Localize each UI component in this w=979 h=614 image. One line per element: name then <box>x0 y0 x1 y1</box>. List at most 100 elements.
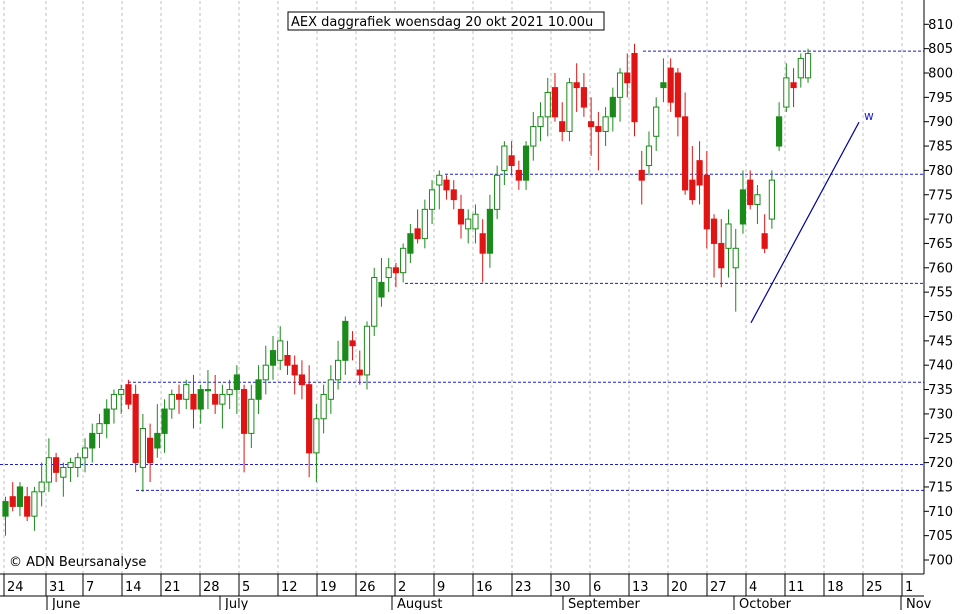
candle-body-up <box>277 340 284 361</box>
candle-body-down <box>284 354 291 366</box>
candle <box>501 141 508 186</box>
candle-body-up <box>183 384 190 400</box>
candle <box>2 496 9 536</box>
x-tick-label: 28 <box>203 580 220 595</box>
candle <box>240 384 248 473</box>
candle <box>175 384 183 414</box>
candle <box>573 63 580 112</box>
candle-body-up <box>89 432 96 449</box>
candle <box>96 413 103 448</box>
candle-body-up <box>501 145 508 171</box>
candle-body-up <box>81 447 89 459</box>
y-tick-label: 805 <box>928 42 953 57</box>
candle-body-down <box>132 393 139 464</box>
candle <box>739 170 747 234</box>
candle-body-up <box>530 126 537 147</box>
candle-body-down <box>790 82 797 89</box>
candle-body-down <box>450 189 457 201</box>
candle-body-up <box>103 408 110 425</box>
candle-body-up <box>118 389 125 395</box>
candle-body-up <box>783 77 790 108</box>
x-tick-label: 7 <box>86 580 94 595</box>
x-tick-label: 6 <box>593 580 601 595</box>
candle-body-up <box>31 491 38 517</box>
candle <box>313 404 320 483</box>
candle <box>609 87 616 132</box>
y-tick-label: 810 <box>928 18 953 33</box>
candle-body-up <box>421 208 428 240</box>
x-tick-label: 27 <box>710 580 727 595</box>
candle-body-down <box>551 87 559 118</box>
candle <box>472 204 479 244</box>
candle-body-up <box>494 174 501 210</box>
candle <box>31 486 38 531</box>
candle <box>38 462 45 507</box>
candle-body-down <box>682 116 689 191</box>
candle <box>60 462 67 497</box>
candle-body-down <box>508 155 515 167</box>
candle <box>631 43 638 137</box>
x-tick-label: 24 <box>7 580 24 595</box>
y-tick-label: 730 <box>928 407 953 422</box>
candle <box>9 482 16 512</box>
candle <box>797 53 804 88</box>
candle-body-down <box>703 174 710 230</box>
candle <box>24 486 31 522</box>
candle <box>168 389 175 419</box>
candle-body-up <box>219 393 226 405</box>
x-tick-label: 30 <box>554 580 571 595</box>
candle <box>783 63 790 112</box>
candle <box>277 326 284 371</box>
candle <box>660 58 667 103</box>
candle <box>428 180 436 224</box>
candle-body-up <box>537 116 544 128</box>
candle-body-down <box>291 364 298 376</box>
candle <box>139 413 146 492</box>
candle-body-down <box>53 457 60 473</box>
candle <box>754 185 761 224</box>
chart-title: AEX daggrafiek woensdag 20 okt 2021 10.0… <box>291 15 593 30</box>
candle <box>356 350 363 385</box>
candle-body-up <box>320 393 327 420</box>
trendline-label: w <box>864 109 874 123</box>
candle-body-down <box>147 437 154 464</box>
candle <box>696 141 703 205</box>
candle <box>747 170 754 210</box>
candle <box>414 209 421 244</box>
candle <box>89 423 96 463</box>
x-tick-label: 13 <box>632 580 649 595</box>
candle <box>154 404 161 458</box>
x-tick-label: 23 <box>515 580 532 595</box>
candle-body-up <box>653 106 660 137</box>
candle <box>761 214 768 254</box>
candle <box>718 219 725 288</box>
candle <box>537 102 544 142</box>
candle <box>544 77 551 137</box>
candle <box>436 170 443 210</box>
candle-body-down <box>631 53 638 123</box>
candle <box>16 482 24 517</box>
candle-body-up <box>754 194 761 205</box>
x-tick-label: 16 <box>476 580 493 595</box>
x-tick-label: 1 <box>905 580 913 595</box>
candle <box>674 68 681 137</box>
candle <box>486 194 494 268</box>
candle <box>551 73 559 122</box>
candle-body-up <box>16 486 24 507</box>
candle <box>602 107 609 147</box>
candle <box>776 102 783 151</box>
x-tick-label: 19 <box>320 580 337 595</box>
candle <box>371 267 378 336</box>
y-tick-label: 770 <box>928 213 953 228</box>
candle <box>219 384 226 429</box>
candle <box>118 384 125 414</box>
candle-body-down <box>414 228 421 240</box>
candle-body-up <box>233 374 240 391</box>
candle <box>465 209 472 244</box>
candle-body-up <box>465 218 472 230</box>
y-tick-label: 710 <box>928 505 953 520</box>
candle-body-up <box>110 393 118 410</box>
candle <box>479 219 486 283</box>
x-axis: 24 31 7 14 21 28 5 12 19 26 2 9 16 23 30 6 13 20 27 4 11 18 25… <box>3 574 932 612</box>
x-tick-label: 9 <box>437 580 445 595</box>
